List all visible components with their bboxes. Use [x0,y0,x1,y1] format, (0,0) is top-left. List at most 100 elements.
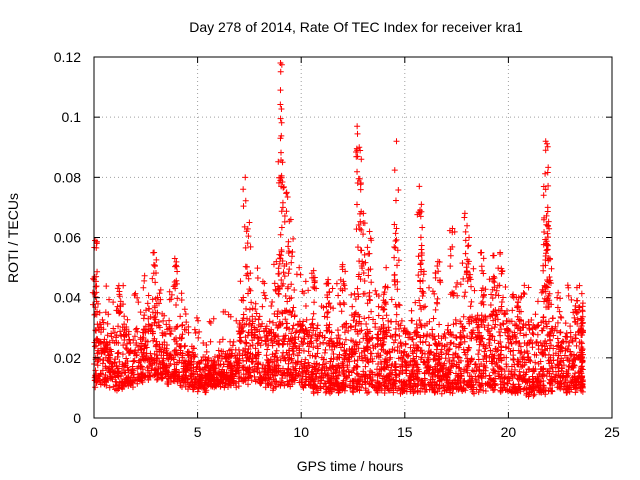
data-point [278,119,285,126]
data-point [149,275,156,282]
data-point [362,363,369,370]
data-point [219,379,226,386]
data-point [368,350,375,357]
data-point [233,384,240,391]
data-point [416,317,423,324]
data-point [382,284,389,291]
data-point [271,333,278,340]
data-point [229,368,236,375]
data-point [270,376,277,383]
data-point [355,345,362,352]
data-point [505,326,512,333]
data-point [364,343,371,350]
x-axis-label: GPS time / hours [297,458,404,474]
data-point [275,362,282,369]
data-point [310,324,317,331]
data-point [302,303,309,310]
data-point [215,347,222,354]
data-point [182,311,189,318]
data-point [327,358,334,365]
data-point [422,338,429,345]
data-point [282,316,289,323]
data-point [299,341,306,348]
data-point [304,331,311,338]
data-point [164,380,171,387]
data-point [353,341,360,348]
data-point [108,330,115,337]
data-point [150,330,157,337]
data-point [229,365,236,372]
data-point [137,309,144,316]
data-point [246,286,253,293]
data-point [101,349,108,356]
data-point [302,382,309,389]
data-point [125,328,132,335]
data-point [138,375,145,382]
data-point [290,371,297,378]
data-point [236,363,243,370]
data-point [279,310,286,317]
data-point [121,313,128,320]
data-point [246,306,253,313]
data-point [555,289,562,296]
data-point [554,294,561,301]
data-point [140,284,147,291]
data-point [222,308,229,315]
data-point [166,288,173,295]
data-point [534,298,541,305]
data-point [103,283,110,290]
data-point [313,374,320,381]
data-point [482,286,489,293]
data-point [200,339,207,346]
data-point [226,347,233,354]
data-point [153,322,160,329]
data-point [164,364,171,371]
data-point [110,299,117,306]
data-point [485,328,492,335]
data-point [253,310,260,317]
data-point [361,315,368,322]
data-point [468,298,475,305]
data-point [133,352,140,359]
data-point [254,340,261,347]
data-point [329,285,336,292]
data-point [342,336,349,343]
data-point [283,189,290,196]
data-point [100,326,107,333]
data-point [314,325,321,332]
data-point [311,363,318,370]
data-point [471,287,478,294]
data-point [360,368,367,375]
data-point [243,320,250,327]
data-point [157,286,164,293]
data-point [262,341,269,348]
data-point [143,344,150,351]
data-point [291,339,298,346]
data-point [115,282,122,289]
data-point [320,339,327,346]
data-point [419,277,426,284]
data-point [361,251,368,258]
data-point [549,315,556,322]
data-point [192,329,199,336]
data-point [565,342,572,349]
data-point [323,303,330,310]
data-point [281,307,288,314]
data-point [320,356,327,363]
data-point [341,329,348,336]
data-point [103,338,110,345]
data-point [237,278,244,285]
data-point [154,309,161,316]
data-point [233,317,240,324]
data-point [267,337,274,344]
data-point [245,346,252,353]
data-point [532,311,539,318]
data-point [515,358,522,365]
data-point [268,303,275,310]
data-point [291,375,298,382]
data-point [300,318,307,325]
data-point [461,338,468,345]
data-point [122,345,129,352]
data-point [152,279,159,286]
data-point [132,326,139,333]
